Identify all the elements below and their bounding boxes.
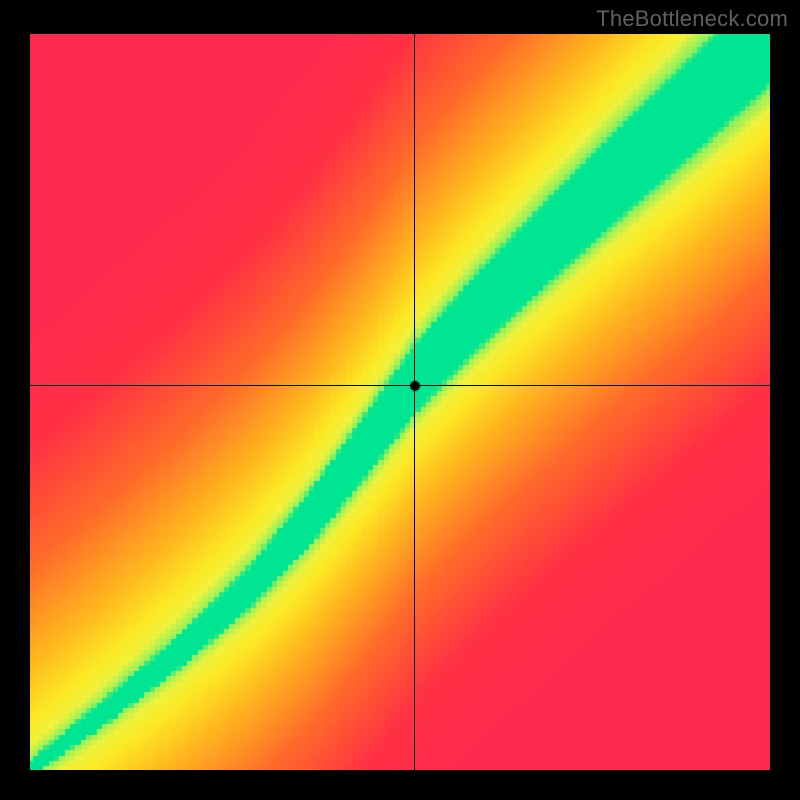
crosshair-vertical xyxy=(414,32,415,772)
plot-border xyxy=(28,32,772,772)
crosshair-horizontal xyxy=(28,385,772,386)
chart-container: TheBottleneck.com xyxy=(0,0,800,800)
watermark-text: TheBottleneck.com xyxy=(596,6,788,32)
crosshair-dot xyxy=(409,380,421,392)
